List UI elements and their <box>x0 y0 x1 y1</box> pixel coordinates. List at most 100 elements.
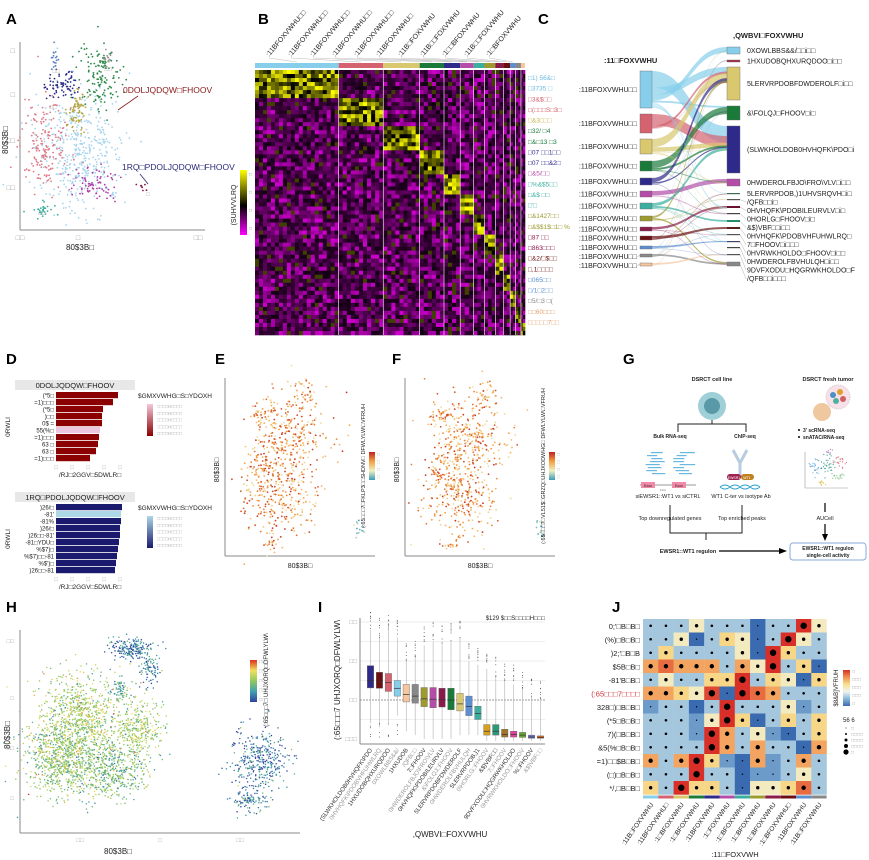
heatmap-cell <box>314 98 320 103</box>
scatter-point <box>33 209 36 211</box>
heatmap-cell <box>302 182 308 187</box>
scatter-point <box>37 208 39 211</box>
heatmap-cell <box>503 78 508 83</box>
heatmap-cell <box>520 226 524 231</box>
heatmap-cell <box>255 270 260 276</box>
heatmap-cell <box>391 166 396 171</box>
heatmap-cell <box>383 114 388 119</box>
heatmap-cell <box>310 182 316 187</box>
heatmap-cell <box>258 246 264 251</box>
heatmap-cell <box>499 222 504 227</box>
heatmap-cell <box>522 230 526 235</box>
scatter-point <box>103 176 106 178</box>
heatmap-cell <box>350 254 356 260</box>
heatmap-cell <box>371 230 376 235</box>
heatmap-cell <box>379 266 384 272</box>
heatmap-cell <box>464 134 470 139</box>
heatmap-cell <box>499 78 504 83</box>
heatmap-cell <box>403 78 408 83</box>
heatmap-cell <box>354 238 360 243</box>
scatter-point <box>76 167 79 169</box>
heatmap-cell <box>326 122 332 127</box>
heatmap-cell <box>435 118 441 123</box>
heatmap-cell <box>282 142 288 147</box>
heatmap-cell <box>503 142 508 147</box>
heatmap-cell <box>358 206 364 211</box>
heatmap-cell <box>520 110 524 115</box>
scatter-point <box>62 139 65 141</box>
heatmap-cell <box>456 210 461 215</box>
heatmap-cell <box>452 238 457 243</box>
heatmap-cell <box>484 142 489 147</box>
scatter-point <box>57 162 60 165</box>
scatter-point <box>100 214 102 217</box>
heatmap-cell <box>518 210 522 215</box>
heatmap-cell <box>427 150 433 155</box>
heatmap-cell <box>510 186 514 191</box>
heatmap-cell <box>488 166 492 171</box>
heatmap-cell <box>258 150 264 155</box>
heatmap-cell <box>282 122 288 127</box>
heatmap-cell <box>286 214 292 219</box>
heatmap-cell <box>274 242 280 247</box>
scatter-point <box>75 129 78 132</box>
heatmap-cell <box>255 230 260 235</box>
heatmap-cell <box>262 150 268 155</box>
heatmap-cell <box>456 230 461 235</box>
heatmap-cell <box>255 94 260 99</box>
heatmap-cell <box>371 158 376 163</box>
heatmap-cell <box>258 86 264 91</box>
scatter-point <box>114 195 117 198</box>
heatmap-cell <box>290 178 296 183</box>
heatmap-cell <box>423 234 429 239</box>
heatmap-cell <box>506 90 511 95</box>
heatmap-cell <box>415 262 420 268</box>
heatmap-cell <box>431 226 437 231</box>
scatter-point <box>79 185 82 188</box>
heatmap-cell <box>330 186 336 191</box>
heatmap-cell <box>358 214 364 219</box>
heatmap-cell <box>419 82 425 87</box>
heatmap-cell <box>358 126 364 131</box>
heatmap-cell <box>270 250 276 255</box>
heatmap-cell <box>512 94 516 99</box>
heatmap-cell <box>262 90 268 95</box>
heatmap-cell <box>448 98 453 103</box>
heatmap-cell <box>395 254 400 260</box>
heatmap-cell <box>314 218 320 223</box>
heatmap-cell <box>477 254 482 260</box>
heatmap-cell <box>522 190 526 195</box>
heatmap-cell <box>480 290 485 296</box>
heatmap-cell <box>439 82 445 87</box>
heatmap-cell <box>464 98 470 103</box>
heatmap-cell <box>522 158 526 163</box>
heatmap-cell <box>371 234 376 239</box>
heatmap-cell <box>274 154 280 159</box>
scatter-point <box>111 178 114 181</box>
heatmap-cell <box>473 182 478 187</box>
heatmap-cell <box>460 250 465 255</box>
heatmap-cell <box>499 258 504 264</box>
scatter-point <box>47 134 50 137</box>
heatmap-cell <box>506 150 511 155</box>
scatter-point <box>65 124 68 127</box>
heatmap-cell <box>255 214 260 219</box>
heatmap-cell <box>282 110 288 115</box>
heatmap-cell <box>302 110 308 115</box>
heatmap-cell <box>354 194 360 199</box>
heatmap-cell <box>515 230 519 235</box>
heatmap-cell <box>464 234 470 239</box>
heatmap-cell <box>298 126 304 131</box>
heatmap-cell <box>499 250 504 255</box>
heatmap-cell <box>363 130 368 135</box>
scatter-point <box>54 134 57 136</box>
heatmap-cell <box>375 250 380 255</box>
scatter-point <box>52 117 55 120</box>
heatmap-cell <box>512 154 516 159</box>
heatmap-cell <box>282 282 288 288</box>
heatmap-cell <box>423 174 429 179</box>
scatter-point <box>47 145 50 148</box>
heatmap-cell <box>464 286 470 292</box>
heatmap-cell <box>435 114 441 119</box>
scatter-point <box>111 66 114 69</box>
